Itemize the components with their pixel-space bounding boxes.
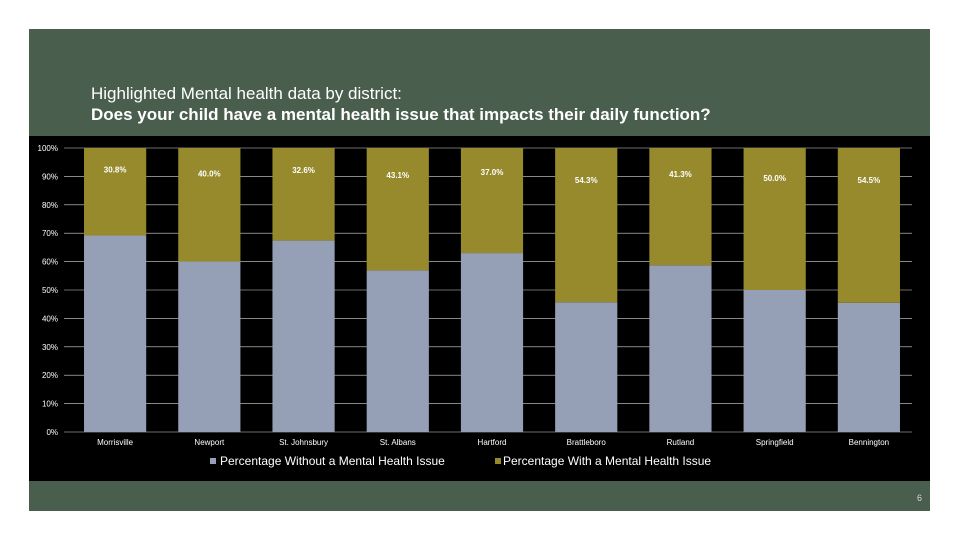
bar-without-0[interactable] [84,235,147,432]
bar-with-1[interactable] [178,148,241,262]
y-tick-label: 90% [42,172,58,181]
data-label: 50.0% [763,174,786,183]
bar-without-6[interactable] [649,265,712,432]
data-label: 54.3% [575,176,598,185]
data-label: 54.5% [858,176,881,185]
bar-without-2[interactable] [272,240,335,432]
x-tick-label: Rutland [667,438,695,447]
x-tick-label: St. Johnsbury [279,438,328,447]
bar-without-1[interactable] [178,261,241,432]
data-label: 43.1% [386,171,409,180]
slide: Highlighted Mental health data by distri… [29,29,930,511]
bar-with-0[interactable] [84,148,147,236]
y-tick-label: 60% [42,258,58,267]
y-tick-label: 10% [42,400,58,409]
bar-without-4[interactable] [460,253,524,432]
legend-label-with: Percentage With a Mental Health Issue [503,454,711,468]
bar-with-2[interactable] [272,148,335,241]
bar-with-3[interactable] [366,148,429,271]
x-tick-label: Bennington [849,438,889,447]
x-tick-label: Morrisville [97,438,134,447]
x-tick-label: Springfield [756,438,794,447]
data-label: 37.0% [481,168,504,177]
bar-with-7[interactable] [743,148,806,290]
x-tick-label: Hartford [478,438,507,447]
y-tick-label: 40% [42,314,58,323]
stacked-bar-chart: 0% 10% 20% 30% 40% 50% 60% 70% 80% 90% 100% 30.8% Mo… [29,136,930,481]
legend-swatch-without [210,458,216,464]
bar-without-8[interactable] [837,302,900,432]
x-tick-label: Brattleboro [567,438,607,447]
chart-title: Highlighted Mental health data by distri… [91,83,911,125]
bar-with-4[interactable] [460,148,524,254]
data-label: 30.8% [104,165,127,174]
y-tick-label: 100% [38,144,58,153]
y-tick-label: 30% [42,343,58,352]
y-tick-label: 50% [42,286,58,295]
y-tick-label: 20% [42,371,58,380]
title-line-2: Does your child have a mental health iss… [91,105,711,124]
x-tick-label: Newport [194,438,225,447]
bar-with-6[interactable] [649,148,712,266]
y-tick-label: 70% [42,229,58,238]
x-tick-label: St. Albans [380,438,416,447]
data-label: 41.3% [669,170,692,179]
y-tick-label: 0% [46,428,58,437]
y-tick-label: 80% [42,201,58,210]
page-number: 6 [916,493,922,503]
legend-label-without: Percentage Without a Mental Health Issue [220,454,445,468]
legend-swatch-with [495,458,501,464]
bar-without-5[interactable] [555,302,618,432]
bar-without-7[interactable] [743,290,806,432]
data-label: 32.6% [292,166,315,175]
bar-with-5[interactable] [555,148,618,303]
title-line-1: Highlighted Mental health data by distri… [91,84,402,103]
data-label: 40.0% [198,170,221,179]
bar-without-3[interactable] [366,270,429,432]
bar-with-8[interactable] [837,148,900,303]
